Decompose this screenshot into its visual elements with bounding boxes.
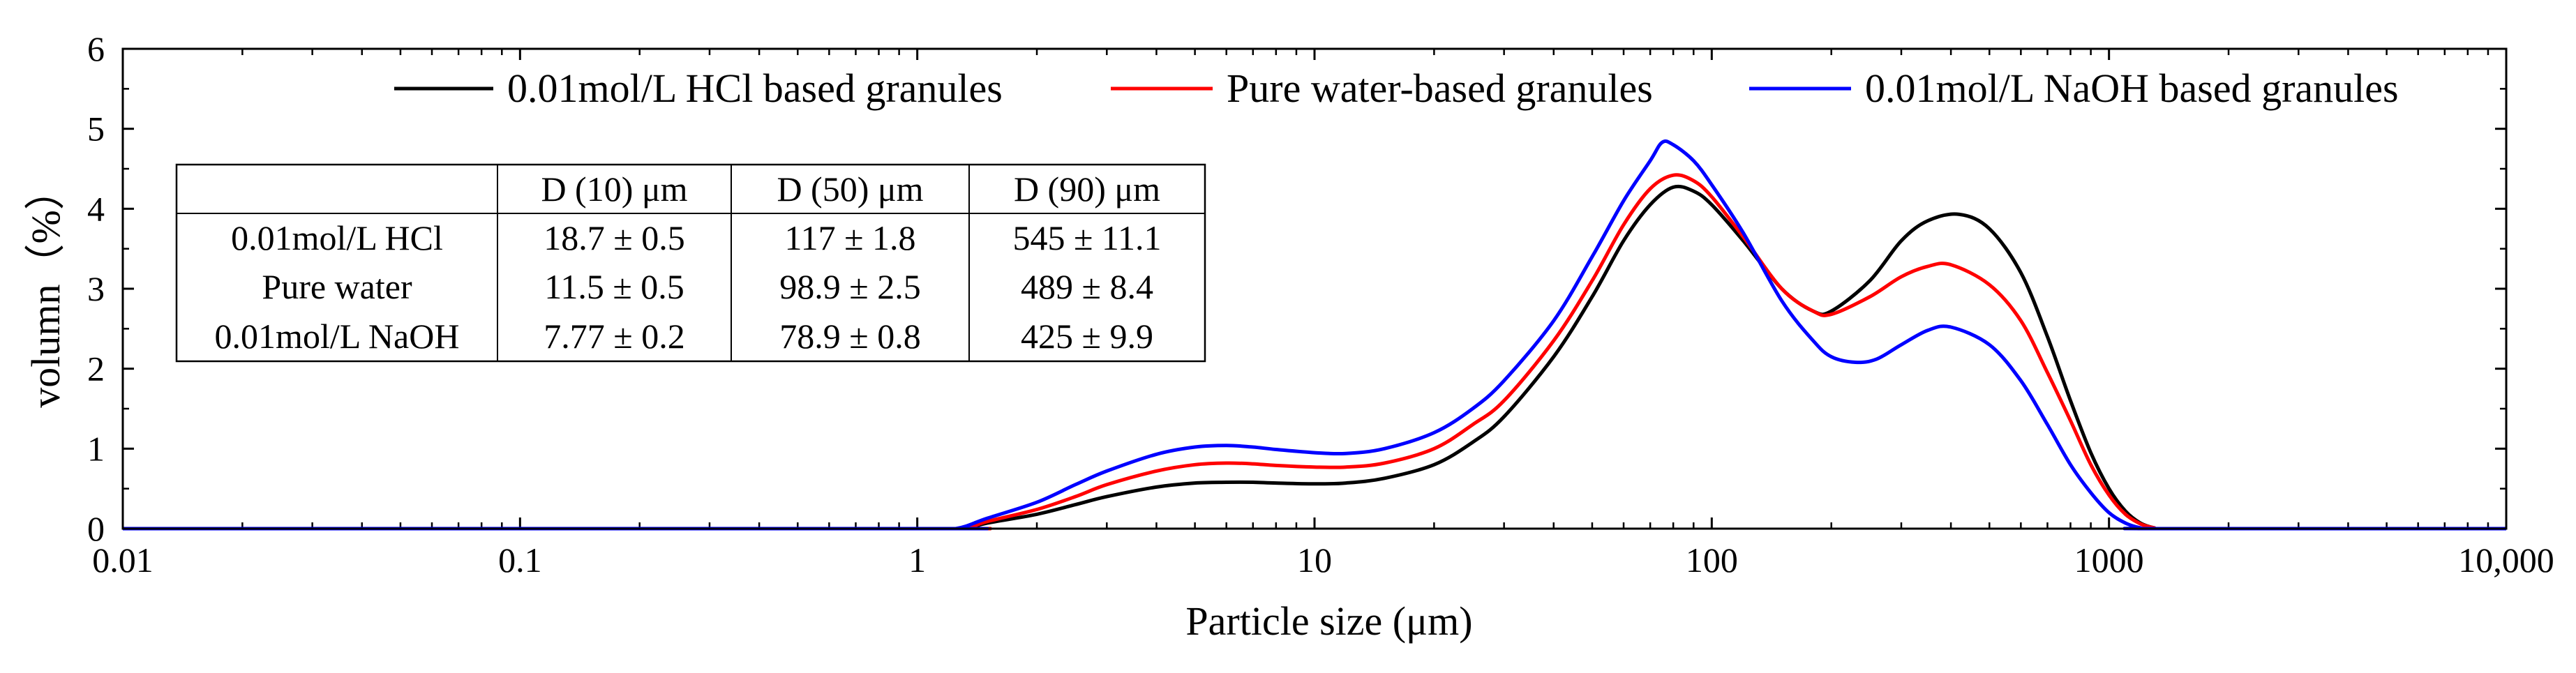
y-axis-label: volumn（%） [23, 169, 68, 408]
y-tick-label: 6 [87, 29, 105, 68]
series-line-2 [122, 173, 2506, 531]
series-lines [122, 139, 2506, 531]
y-tick-label: 1 [87, 429, 105, 468]
y-tick-label: 0 [87, 509, 105, 548]
legend-label-1: 0.01mol/L HCl based granules [507, 66, 1003, 111]
table-cell: 7.77 ± 0.2 [544, 317, 684, 356]
table-header-cell: D (10) μm [541, 169, 687, 209]
table-header-cell: D (50) μm [777, 169, 923, 209]
axis-ticks: 0.01 0.1 1 10 100 1000 10,000 0 1 2 3 4 5 6 [87, 29, 2554, 580]
table-cell: 0.01mol/L NaOH [215, 317, 460, 356]
x-tick-label: 0.01 [92, 540, 153, 580]
series-line-1 [122, 184, 2506, 531]
table-border [175, 163, 1206, 363]
x-tick-label: 100 [1686, 540, 1738, 580]
y-tick-label: 2 [87, 349, 105, 388]
table-cell: 78.9 ± 0.8 [779, 317, 920, 356]
x-axis-label: Particle size (μm) [1185, 598, 1472, 644]
x-tick-label: 0.1 [498, 540, 542, 580]
table-cell: 545 ± 11.1 [1012, 218, 1161, 257]
table-cell: 18.7 ± 0.5 [544, 218, 684, 257]
table-cell: Pure water [262, 267, 412, 306]
y-tick-label: 5 [87, 109, 105, 149]
x-tick-label: 10 [1297, 540, 1332, 580]
x-tick-label: 1 [908, 540, 926, 580]
table-cell: 425 ± 9.9 [1021, 317, 1153, 356]
series-line-3 [122, 139, 2506, 531]
table-header-cell: D (90) μm [1014, 169, 1160, 209]
y-tick-label: 4 [87, 189, 105, 228]
table-cell: 98.9 ± 2.5 [779, 267, 920, 306]
x-tick-label: 1000 [2074, 540, 2144, 580]
plot-frame [121, 47, 2508, 530]
table-cell: 489 ± 8.4 [1021, 267, 1153, 306]
legend-label-2: Pure water-based granules [1227, 66, 1653, 111]
legend-label-3: 0.01mol/L NaOH based granules [1865, 66, 2399, 111]
x-tick-label: 10,000 [2458, 540, 2554, 580]
table-cell: 0.01mol/L HCl [231, 218, 443, 257]
y-tick-label: 3 [87, 269, 105, 308]
stats-table: D (10) μm D (50) μm D (90) μm 0.01mol/L HCl… [175, 163, 1206, 363]
table-cell: 117 ± 1.8 [784, 218, 915, 257]
legend: 0.01mol/L HCl based granules Pure water-b… [394, 66, 2399, 111]
table-cell: 11.5 ± 0.5 [544, 267, 684, 306]
